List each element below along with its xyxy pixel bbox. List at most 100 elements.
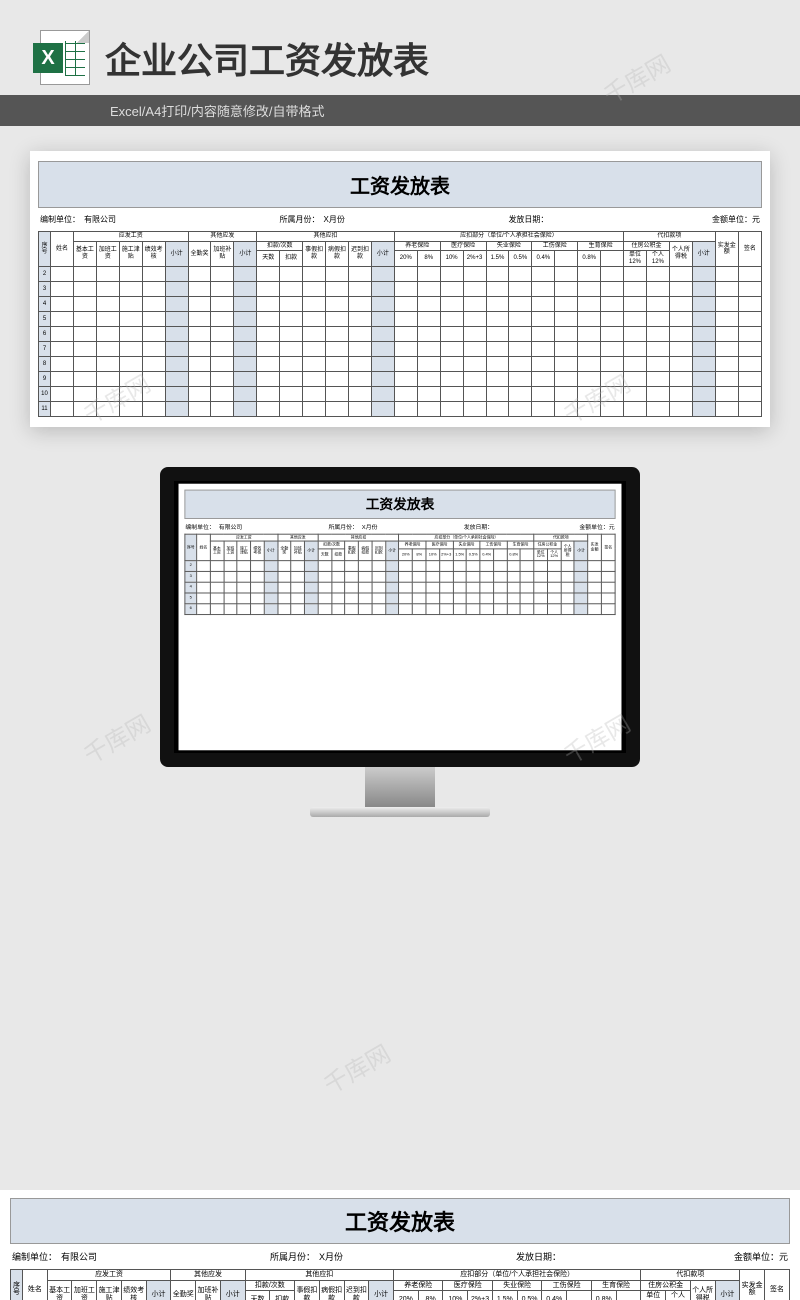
table-cell [211,342,234,357]
table-row: 10 [39,387,762,402]
table-cell [715,342,738,357]
table-cell [738,387,761,402]
hdr: 住房公积金 [624,241,670,251]
table-row: 3 [185,571,615,582]
table-cell [669,357,692,372]
table-cell [453,604,466,615]
page-header: X 企业公司工资发放表 [0,0,800,95]
col-withhold: 应扣部分（单位/个人承担社会保险） [394,1270,641,1281]
table-cell [51,267,74,282]
month-value: X月份 [324,214,345,225]
hdr: 个人所得税 [669,241,692,267]
hdr: 小计 [234,241,257,267]
table-cell [96,387,119,402]
table-cell [303,372,326,387]
table-cell: 6 [185,604,197,615]
table-cell [142,342,165,357]
table-cell [119,342,142,357]
table-cell [280,312,303,327]
hdr: 0.5% [517,1291,542,1300]
table-cell [142,402,165,417]
table-cell [534,593,547,604]
hdr: 单位12% [641,1291,666,1300]
table-cell [738,267,761,282]
col-other-deduct: 其他应扣 [257,232,395,242]
table-cell [280,342,303,357]
table-cell [165,297,188,312]
table-cell [532,357,555,372]
table-cell [264,561,277,572]
table-cell [417,357,440,372]
table-cell [303,282,326,297]
col-name: 姓名 [197,535,210,561]
table-cell [142,327,165,342]
table-cell [669,312,692,327]
table-cell [371,357,394,372]
table-cell [291,571,304,582]
table-cell [257,282,280,297]
table-cell [394,312,417,327]
table-cell [601,561,615,572]
col-name: 姓名 [51,232,74,267]
hdr: 0.5% [509,251,532,267]
table-cell [463,297,486,312]
table-cell [224,582,237,593]
table-cell [532,372,555,387]
table-cell [96,357,119,372]
hdr: 全勤奖 [278,542,291,561]
table-cell [386,593,399,604]
table-cell [588,604,601,615]
unit-value: 有限公司 [84,214,116,225]
table-cell [165,402,188,417]
table-cell [96,297,119,312]
hdr [601,251,624,267]
table-cell [646,402,669,417]
table-header: 序号 姓名 应发工资 其他应发 其他应扣 应扣部分（单位/个人承担社会保险） 代… [11,1270,790,1300]
hdr: 天数 [318,549,331,561]
table-cell [96,342,119,357]
table-cell [165,267,188,282]
table-row: 7 [39,342,762,357]
table-cell [534,604,547,615]
table-cell [426,593,439,604]
table-cell [453,571,466,582]
table-cell [715,282,738,297]
hdr [616,1291,641,1300]
table-cell [417,282,440,297]
table-cell [119,282,142,297]
hdr: 10% [426,549,439,561]
table-cell [555,402,578,417]
table-cell [646,387,669,402]
table-cell [466,571,479,582]
col-seq: 序号 [11,1270,23,1300]
table-cell [326,297,349,312]
table-cell [715,327,738,342]
table-cell [480,582,493,593]
table-cell [234,312,257,327]
table-cell [669,267,692,282]
table-cell [646,327,669,342]
table-cell [372,561,385,572]
table-cell [345,604,358,615]
table-cell [280,267,303,282]
table-cell [197,593,210,604]
table-cell [463,402,486,417]
table-cell [211,357,234,372]
table-cell [532,312,555,327]
table-cell [532,267,555,282]
hdr: 小计 [574,542,587,561]
table-cell [318,604,331,615]
hdr: 1.5% [453,549,466,561]
table-cell [237,593,250,604]
table-cell [534,561,547,572]
sheet-title: 工资发放表 [184,490,615,519]
table-cell [142,387,165,402]
table-cell [394,402,417,417]
table-cell [96,327,119,342]
table-cell [555,297,578,312]
hdr: 扣款/次数 [257,241,303,251]
table-cell [624,402,647,417]
month-label: 所属月份： [280,214,320,225]
table-cell [188,312,211,327]
table-cell [73,372,96,387]
